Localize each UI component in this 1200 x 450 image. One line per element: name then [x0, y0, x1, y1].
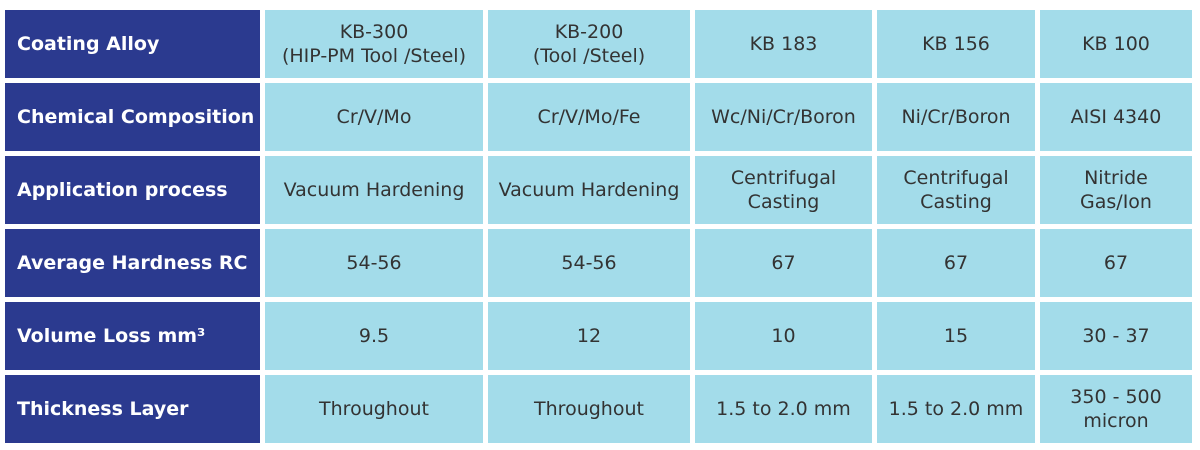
column-header: KB 156 [877, 10, 1035, 78]
column-header: KB-300 (HIP-PM Tool /Steel) [265, 10, 483, 78]
column-header: KB 183 [695, 10, 872, 78]
table-cell: 67 [877, 229, 1035, 297]
row-header: Volume Loss mm³ [5, 302, 260, 370]
table-cell: Nitride Gas/Ion [1040, 156, 1192, 224]
column-header: KB-200 (Tool /Steel) [488, 10, 690, 78]
table-cell: Vacuum Hardening [265, 156, 483, 224]
table-cell: Throughout [265, 375, 483, 443]
spec-table: Coating Alloy KB-300 (HIP-PM Tool /Steel)… [5, 10, 1192, 443]
table-cell: 67 [1040, 229, 1192, 297]
column-header: KB 100 [1040, 10, 1192, 78]
row-header: Chemical Composition [5, 83, 260, 151]
table-cell: Centrifugal Casting [877, 156, 1035, 224]
table-cell: Wc/Ni/Cr/Boron [695, 83, 872, 151]
table-cell: 67 [695, 229, 872, 297]
table-cell: Vacuum Hardening [488, 156, 690, 224]
table-cell: 12 [488, 302, 690, 370]
row-header: Application process [5, 156, 260, 224]
table-cell: 15 [877, 302, 1035, 370]
row-header: Coating Alloy [5, 10, 260, 78]
table-cell: Centrifugal Casting [695, 156, 872, 224]
table-cell: 30 - 37 [1040, 302, 1192, 370]
table-cell: Ni/Cr/Boron [877, 83, 1035, 151]
table-cell: 1.5 to 2.0 mm [695, 375, 872, 443]
table-cell: AISI 4340 [1040, 83, 1192, 151]
row-header: Average Hardness RC [5, 229, 260, 297]
table-cell: 350 - 500 micron [1040, 375, 1192, 443]
row-header: Thickness Layer [5, 375, 260, 443]
table-cell: 9.5 [265, 302, 483, 370]
table-cell: 10 [695, 302, 872, 370]
table-cell: Throughout [488, 375, 690, 443]
table-cell: 54-56 [265, 229, 483, 297]
table-cell: 54-56 [488, 229, 690, 297]
table-cell: Cr/V/Mo [265, 83, 483, 151]
table-cell: Cr/V/Mo/Fe [488, 83, 690, 151]
table-cell: 1.5 to 2.0 mm [877, 375, 1035, 443]
